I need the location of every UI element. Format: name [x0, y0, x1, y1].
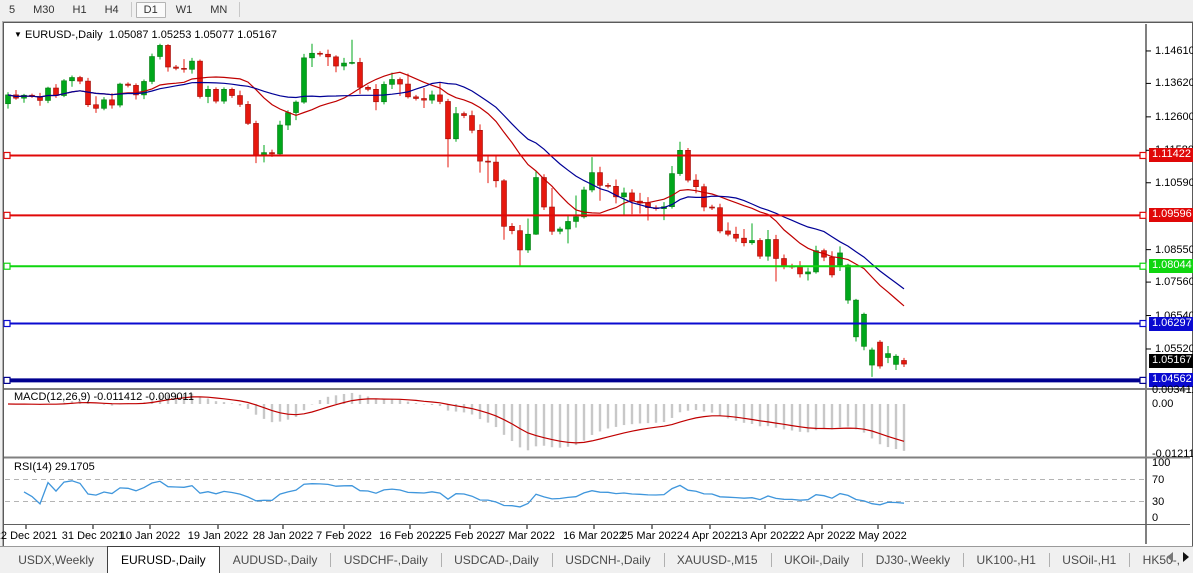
tab-usoil-h1[interactable]: USOil-,H1 [1049, 547, 1129, 573]
date-axis-label: 16 Mar 2022 [563, 530, 625, 542]
level-price-box: 1.06297 [1149, 317, 1193, 331]
macd-scale-label: 0.00 [1152, 398, 1173, 410]
date-axis-label: 7 Feb 2022 [316, 530, 372, 542]
tab-scroll-controls [1167, 552, 1189, 562]
timeframe-button-h1[interactable]: H1 [65, 2, 95, 18]
date-axis-label: 31 Dec 2021 [62, 530, 124, 542]
tab-uk100-h1[interactable]: UK100-,H1 [964, 547, 1049, 573]
price-scale-label: 1.14610 [1155, 45, 1193, 57]
chart-symbol-period: EURUSD-,Daily [25, 29, 103, 41]
rsi-scale-label: 0 [1152, 512, 1158, 524]
date-axis-label: 10 Jan 2022 [120, 530, 181, 542]
rsi-scale-label: 70 [1152, 474, 1164, 486]
tab-usdcad-daily[interactable]: USDCAD-,Daily [441, 547, 552, 573]
toolbar-separator [131, 2, 132, 17]
tab-audusd-daily[interactable]: AUDUSD-,Daily [220, 547, 331, 573]
chart-title: ▼ EURUSD-,Daily 1.05087 1.05253 1.05077 … [14, 29, 277, 41]
tab-xauusd-m15[interactable]: XAUUSD-,M15 [664, 547, 771, 573]
price-scale-label: 1.13620 [1155, 77, 1193, 89]
date-axis-label: 25 Feb 2022 [439, 530, 501, 542]
date-axis-label: 7 Mar 2022 [499, 530, 555, 542]
chart-ohlc-readout: 1.05087 1.05253 1.05077 1.05167 [109, 29, 277, 41]
toolbar-separator [239, 2, 240, 17]
price-scale-label: 1.12600 [1155, 111, 1193, 123]
tab-dj30-weekly[interactable]: DJ30-,Weekly [863, 547, 963, 573]
date-axis-label: 4 Apr 2022 [683, 530, 736, 542]
level-price-box: 1.09596 [1149, 208, 1193, 222]
timeframe-button-d1[interactable]: D1 [136, 2, 166, 18]
tab-scroll-left-icon[interactable] [1167, 552, 1173, 562]
date-axis-label: 13 Apr 2022 [735, 530, 794, 542]
price-scale-label: 1.10590 [1155, 177, 1193, 189]
timeframe-button-h4[interactable]: H4 [97, 2, 127, 18]
level-price-box: 1.11422 [1149, 148, 1193, 162]
macd-indicator-label: MACD(12,26,9) -0.011412 -0.009011 [14, 391, 194, 403]
date-axis-label: 16 Feb 2022 [379, 530, 441, 542]
tab-usdcnh-daily[interactable]: USDCNH-,Daily [552, 547, 663, 573]
date-axis-label: 22 Dec 2021 [0, 530, 57, 542]
tab-ukoil-daily[interactable]: UKOil-,Daily [771, 547, 862, 573]
current-price-box: 1.05167 [1149, 354, 1193, 368]
level-price-box: 1.08044 [1149, 259, 1193, 273]
rsi-indicator-label: RSI(14) 29.1705 [14, 461, 95, 473]
tab-usdchf-daily[interactable]: USDCHF-,Daily [331, 547, 441, 573]
collapse-triangle-icon[interactable]: ▼ [14, 30, 22, 39]
tab-usdx-weekly[interactable]: USDX,Weekly [5, 547, 107, 573]
timeframe-button-m30[interactable]: M30 [25, 2, 62, 18]
price-scale-label: 1.07560 [1155, 276, 1193, 288]
timeframe-button-5[interactable]: 5 [1, 2, 23, 18]
date-axis-label: 19 Jan 2022 [188, 530, 249, 542]
rsi-scale-label: 30 [1152, 496, 1164, 508]
tab-scroll-right-icon[interactable] [1183, 552, 1189, 562]
timeframe-button-w1[interactable]: W1 [168, 2, 201, 18]
date-axis-label: 28 Jan 2022 [253, 530, 314, 542]
rsi-scale-label: 100 [1152, 457, 1170, 469]
chart-window [3, 22, 1193, 547]
date-axis-label: 22 Apr 2022 [792, 530, 851, 542]
tab-eurusd-daily[interactable]: EURUSD-,Daily [107, 546, 220, 573]
price-scale-label: 1.08550 [1155, 244, 1193, 256]
macd-scale-label: 0.003411 [1152, 384, 1193, 396]
date-axis-label: 2 May 2022 [849, 530, 906, 542]
timeframe-button-mn[interactable]: MN [202, 2, 235, 18]
date-axis-label: 25 Mar 2022 [621, 530, 683, 542]
